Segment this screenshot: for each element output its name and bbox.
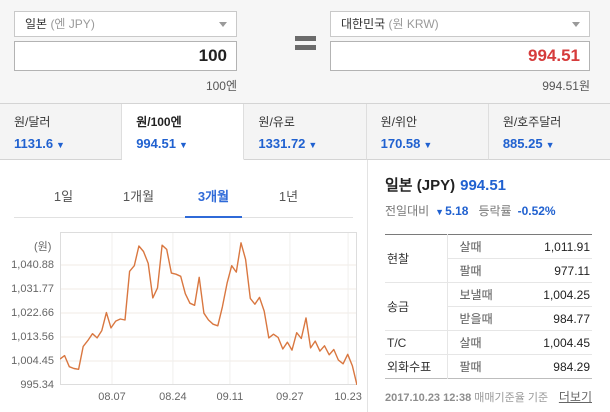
x-axis-tick-label: 08.24	[159, 391, 187, 403]
equals-icon	[295, 36, 316, 54]
rate-tab-jpy100[interactable]: 원/100엔 994.51 ▼	[122, 104, 245, 160]
row-group-check: 외화수표	[385, 354, 448, 379]
table-row: 외화수표 팔때 984.29	[385, 354, 592, 379]
detail-footer: 2017.10.23 12:38 매매기준율 기준 더보기	[385, 388, 592, 405]
rate-tab-eur[interactable]: 원/유로 1331.72 ▼	[244, 104, 367, 160]
row-value: 977.11	[519, 258, 592, 283]
amount-to-input[interactable]	[330, 41, 590, 71]
x-axis-tick-label: 09.27	[276, 391, 304, 403]
detail-title: 일본 (JPY) 994.51	[385, 174, 592, 195]
row-type: 팔때	[447, 258, 519, 283]
table-row: 송금 보낼때 1,004.25	[385, 282, 592, 331]
quote-timestamp: 2017.10.23 12:38	[385, 391, 472, 404]
period-tab-3month[interactable]: 3개월	[176, 178, 251, 218]
detail-price: 994.51	[460, 177, 507, 194]
row-group-tc: T/C	[385, 330, 448, 355]
main-area: 1일 1개월 3개월 1년 (원) 995.34 1,004.45 1,013.56…	[0, 160, 610, 412]
rate-detail-table: 현찰 살때 1,011.91 팔때 977.11 송금 보낼때 1,004.25	[385, 234, 592, 379]
converter-section: 일본 (엔 JPY) 100엔 대한민국 (원 KRW) 994.51원	[0, 0, 610, 103]
rate-tab-label: 원/호주달러	[502, 115, 562, 129]
detail-panel: 일본 (JPY) 994.51 전일대비 ▼5.18 등락률 -0.52% 현찰 살때 …	[368, 160, 610, 412]
period-tab-1year[interactable]: 1년	[278, 189, 299, 204]
period-tab-1day[interactable]: 1일	[53, 189, 74, 204]
rate-tab-value: 170.58 ▼	[380, 136, 433, 151]
rate-tab-cny[interactable]: 원/위안 170.58 ▼	[366, 104, 489, 160]
rate-tab-label: 원/100엔	[136, 115, 182, 129]
row-value: 1,011.91	[544, 239, 590, 254]
rate-tab-usd[interactable]: 원/달러 1131.6 ▼	[0, 104, 123, 160]
period-tab-1month[interactable]: 1개월	[122, 189, 155, 204]
exchange-rate-chart	[59, 232, 358, 386]
rate-tab-label: 원/달러	[14, 115, 51, 129]
more-link[interactable]: 더보기	[558, 390, 592, 404]
rate-tab-value: 1131.6 ▼	[14, 136, 65, 151]
currency-from-code: (엔 JPY)	[50, 17, 95, 31]
fluctuation-value: -0.52%	[517, 204, 556, 218]
change-label: 전일대비	[385, 204, 430, 218]
currency-to-code: (원 KRW)	[388, 17, 439, 31]
detail-currency-name: 일본 (JPY)	[385, 177, 456, 194]
quote-basis: 2017.10.23 12:38 매매기준율 기준	[385, 389, 548, 405]
chart-plot	[59, 232, 358, 386]
table-row: 현찰 살때 1,011.91	[385, 234, 592, 283]
row-value: 984.77	[519, 306, 592, 331]
rate-tab-value: 994.51 ▼	[136, 136, 188, 151]
row-type: 받을때	[447, 306, 519, 331]
amount-from-caption: 100엔	[205, 79, 237, 93]
chevron-down-icon	[219, 22, 227, 27]
x-axis-tick-label: 10.23	[334, 391, 362, 403]
table-row: 팔때 977.11	[385, 258, 592, 283]
amount-to-caption: 994.51원	[542, 79, 590, 93]
rate-tab-label: 원/위안	[380, 115, 418, 129]
chevron-down-icon	[572, 22, 580, 27]
currency-to-select[interactable]: 대한민국 (원 KRW)	[330, 11, 590, 37]
fluctuation-label: 등락률	[478, 204, 512, 218]
down-triangle-icon: ▼	[178, 140, 188, 150]
down-triangle-icon: ▼	[545, 140, 555, 150]
chart-panel: 1일 1개월 3개월 1년 (원) 995.34 1,004.45 1,013.56…	[0, 160, 368, 412]
row-value: 1,004.45	[519, 330, 592, 355]
rate-tab-aud[interactable]: 원/호주달러 885.25 ▼	[488, 104, 610, 160]
currency-to-country: 대한민국	[341, 17, 386, 31]
y-axis-tick-label: 1,004.45	[11, 354, 54, 367]
detail-change-line: 전일대비 ▼5.18 등락률 -0.52%	[385, 202, 592, 219]
y-axis-unit-label: (원)	[34, 241, 52, 253]
currency-from-select[interactable]: 일본 (엔 JPY)	[14, 11, 237, 37]
y-axis-tick-label: 1,040.88	[11, 258, 54, 271]
row-type: 살때	[447, 330, 519, 355]
y-axis-tick-label: 995.34	[20, 379, 54, 391]
amount-from-input[interactable]	[14, 41, 237, 71]
y-axis-tick-label: 1,031.77	[11, 282, 54, 295]
down-triangle-icon: ▼	[435, 207, 445, 217]
table-row: 받을때 984.77	[385, 306, 592, 331]
down-triangle-icon: ▼	[423, 140, 433, 150]
x-axis-tick-label: 09.11	[216, 391, 244, 403]
rate-tab-value: 885.25 ▼	[502, 136, 555, 151]
row-type: 보낼때	[447, 282, 519, 307]
currency-from-country: 일본	[25, 17, 48, 31]
row-group-cash: 현찰	[385, 234, 448, 283]
converter-from: 일본 (엔 JPY) 100엔	[14, 11, 237, 94]
row-value: 984.29	[519, 354, 592, 379]
quote-basis-label: 매매기준율 기준	[474, 391, 549, 404]
change-value: 5.18	[445, 204, 469, 218]
row-group-wire: 송금	[385, 282, 448, 331]
converter-to: 대한민국 (원 KRW) 994.51원	[330, 11, 590, 94]
row-type: 살때	[459, 240, 482, 254]
rate-tab-label: 원/유로	[258, 115, 295, 129]
y-axis-tick-label: 1,013.56	[11, 330, 54, 343]
row-type: 팔때	[447, 354, 519, 379]
y-axis-tick-label: 1,022.66	[11, 307, 54, 319]
down-triangle-icon: ▼	[308, 140, 318, 150]
x-axis-tick-label: 08.07	[98, 391, 126, 403]
down-triangle-icon: ▼	[56, 140, 65, 150]
rate-tabs: 원/달러 1131.6 ▼ 원/100엔 994.51 ▼ 원/유로 1331.72…	[0, 103, 610, 160]
row-value: 1,004.25	[519, 282, 592, 307]
table-row: T/C 살때 1,004.45	[385, 330, 592, 355]
rate-tab-value: 1331.72 ▼	[258, 136, 318, 151]
period-tabs: 1일 1개월 3개월 1년	[14, 178, 353, 218]
